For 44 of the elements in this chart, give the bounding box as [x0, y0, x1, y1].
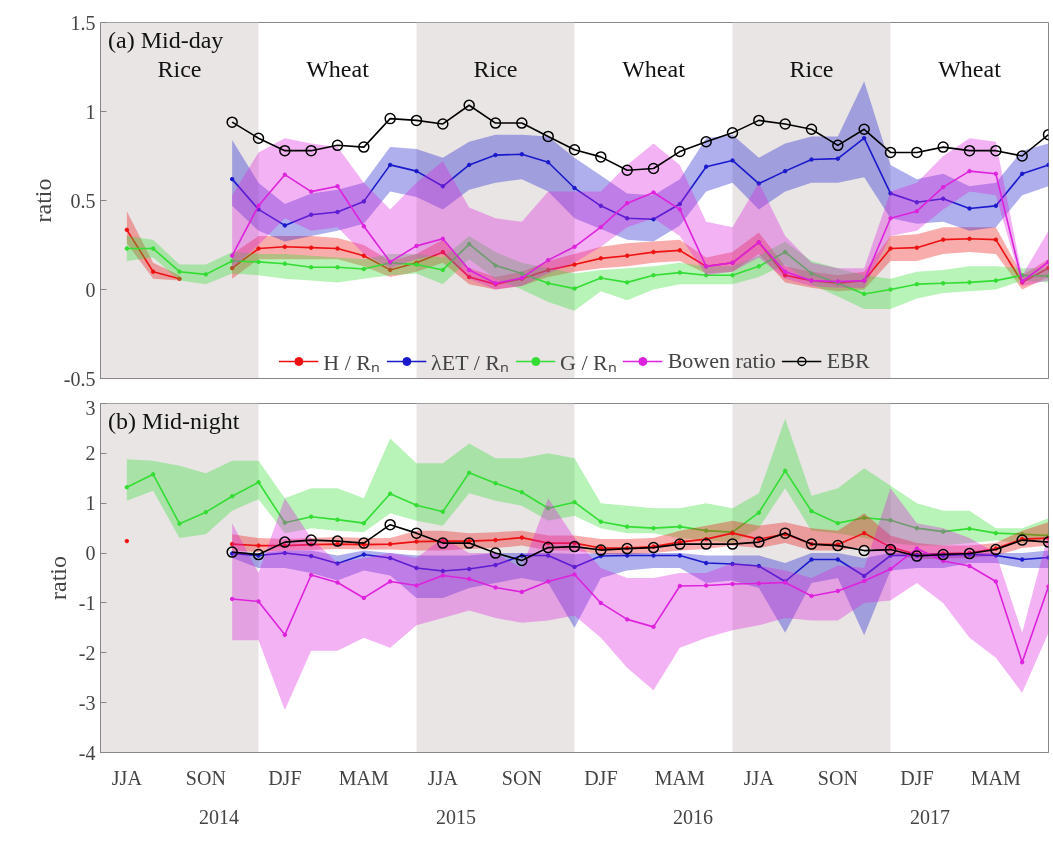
x-tick-label: MAM	[970, 766, 1022, 789]
x-tick-label: SON	[185, 766, 226, 789]
x-tick-label: DJF	[268, 766, 302, 789]
text: 2017	[910, 805, 950, 828]
annotation: Wheat	[306, 55, 370, 82]
x-tick-label: SON	[817, 766, 858, 789]
legend-label: H / Rₙ	[323, 349, 381, 376]
y-tick-label: 0.5	[70, 189, 96, 212]
y-tick-label: 0	[85, 542, 96, 565]
y-tick-label: 0	[85, 278, 96, 301]
annotation: Rice	[157, 55, 202, 82]
x-tick-label: MAM	[338, 766, 390, 789]
y-tick-label: -3	[78, 691, 96, 714]
annotation: Wheat	[622, 55, 686, 82]
x-tick-label: DJF	[584, 766, 618, 789]
chart-title: (b) Mid-night	[108, 407, 240, 434]
y-tick-label: 2	[85, 442, 96, 465]
y-tick-label: 3	[85, 396, 96, 419]
y-tick-label: -0.5	[63, 367, 96, 390]
y-tick-label: -1	[78, 591, 96, 614]
y-tick-label: 1	[85, 492, 96, 515]
x-tick-label: JJA	[427, 766, 459, 789]
legend-label: EBR	[826, 348, 870, 374]
legend-label: G / Rₙ	[559, 349, 617, 376]
legend-label: Bowen ratio	[667, 348, 776, 374]
text: 2014	[199, 805, 239, 828]
y-tick-label: 1.5	[70, 11, 96, 34]
y-tick-label: -4	[78, 741, 96, 764]
x-tick-label: DJF	[900, 766, 934, 789]
text: 2016	[673, 805, 713, 828]
legend-label: λET / Rₙ	[431, 349, 509, 376]
x-tick-label: JJA	[743, 766, 775, 789]
y-axis-title: ratio	[29, 178, 56, 223]
annotation: Wheat	[938, 55, 1002, 82]
y-tick-label: 1	[85, 100, 96, 123]
annotation: Rice	[473, 55, 518, 82]
y-tick-label: -2	[78, 641, 96, 664]
x-tick-label: MAM	[654, 766, 706, 789]
x-tick-label: JJA	[111, 766, 143, 789]
y-axis-title: ratio	[44, 556, 71, 600]
chart-title: (a) Mid-day	[108, 26, 224, 53]
text: 2015	[436, 805, 476, 828]
annotation: Rice	[789, 55, 834, 82]
x-tick-label: SON	[501, 766, 542, 789]
